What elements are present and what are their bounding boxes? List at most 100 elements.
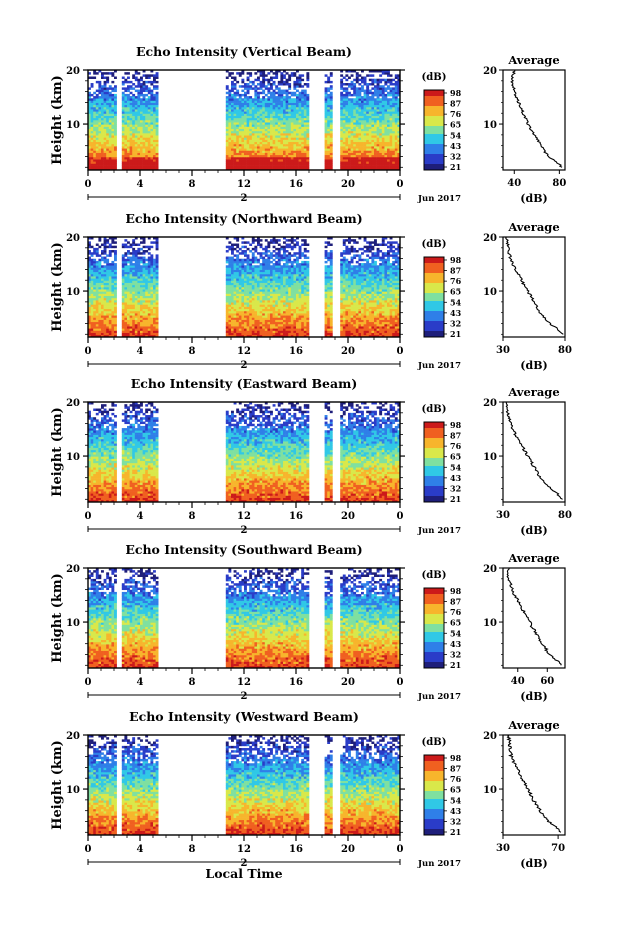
heatmap-cell <box>353 120 356 122</box>
heatmap-cell <box>101 144 104 146</box>
heatmap-cell <box>135 133 138 135</box>
heatmap-cell <box>156 113 159 115</box>
heatmap-cell <box>369 142 372 144</box>
heatmap-cell <box>330 122 333 124</box>
heatmap-cell <box>304 140 307 142</box>
heatmap-cell <box>96 157 99 159</box>
heatmap-cell <box>241 135 244 137</box>
heatmap-cell <box>114 135 117 137</box>
heatmap-cell <box>366 107 369 109</box>
heatmap-cell <box>358 129 361 131</box>
heatmap-cell <box>330 159 333 161</box>
heatmap-cell <box>278 166 281 168</box>
heatmap-cell <box>236 127 239 129</box>
heatmap-cell <box>148 148 151 150</box>
heatmap-cell <box>137 90 140 92</box>
heatmap-cell <box>122 157 125 159</box>
heatmap-cell <box>304 157 307 159</box>
heatmap-cell <box>371 87 374 89</box>
heatmap-cell <box>351 122 354 124</box>
heatmap-cell <box>234 140 237 142</box>
heatmap-cell <box>340 142 343 144</box>
heatmap-cell <box>353 100 356 102</box>
heatmap-cell <box>252 133 255 135</box>
heatmap-cell <box>265 131 268 133</box>
heatmap-cell <box>122 150 125 152</box>
heatmap-cell <box>353 105 356 107</box>
heatmap-cell <box>345 87 348 89</box>
heatmap-cell <box>369 137 372 139</box>
heatmap-cell <box>353 92 356 94</box>
heatmap-cell <box>156 157 159 159</box>
heatmap-cell <box>239 103 242 105</box>
heatmap-cell <box>348 161 351 163</box>
heatmap-cell <box>257 150 260 152</box>
heatmap-cell <box>374 103 377 105</box>
heatmap-cell <box>236 116 239 118</box>
heatmap-cell <box>252 129 255 131</box>
heatmap-cell <box>91 142 94 144</box>
heatmap-cell <box>273 96 276 98</box>
heatmap-cell <box>390 163 393 165</box>
heatmap-cell <box>241 118 244 120</box>
heatmap-cell <box>270 87 273 89</box>
heatmap-cell <box>98 157 101 159</box>
heatmap-cell <box>260 140 263 142</box>
heatmap-cell <box>124 153 127 155</box>
heatmap-cell <box>91 159 94 161</box>
heatmap-cell <box>137 120 140 122</box>
heatmap-cell <box>247 116 250 118</box>
heatmap-cell <box>267 116 270 118</box>
heatmap-cell <box>234 161 237 163</box>
heatmap-cell <box>366 129 369 131</box>
heatmap-cell <box>351 163 354 165</box>
heatmap-cell <box>265 146 268 148</box>
heatmap-cell <box>91 122 94 124</box>
heatmap-cell <box>364 131 367 133</box>
heatmap-cell <box>140 135 143 137</box>
heatmap-cell <box>275 100 278 102</box>
heatmap-cell <box>260 150 263 152</box>
heatmap-cell <box>137 153 140 155</box>
heatmap-cell <box>288 127 291 129</box>
heatmap-cell <box>96 109 99 111</box>
heatmap-cell <box>127 140 130 142</box>
heatmap-cell <box>343 133 346 135</box>
heatmap-cell <box>325 120 328 122</box>
heatmap-cell <box>364 157 367 159</box>
heatmap-cell <box>327 87 330 89</box>
heatmap-cell <box>348 157 351 159</box>
heatmap-cell <box>278 163 281 165</box>
heatmap-cell <box>348 159 351 161</box>
heatmap-cell <box>91 105 94 107</box>
heatmap-cell <box>382 148 385 150</box>
heatmap-cell <box>114 120 117 122</box>
heatmap-cell <box>390 120 393 122</box>
heatmap-cell <box>395 150 398 152</box>
heatmap-cell <box>140 129 143 131</box>
heatmap-cell <box>392 161 395 163</box>
heatmap-cell <box>275 163 278 165</box>
heatmap-cell <box>106 142 109 144</box>
heatmap-cell <box>239 113 242 115</box>
heatmap-cell <box>145 98 148 100</box>
heatmap-cell <box>288 105 291 107</box>
heatmap-cell <box>299 122 302 124</box>
heatmap-cell <box>109 140 112 142</box>
heatmap-cell <box>379 153 382 155</box>
heatmap-cell <box>267 131 270 133</box>
heatmap-cell <box>353 161 356 163</box>
heatmap-cell <box>262 103 265 105</box>
heatmap-cell <box>231 142 234 144</box>
heatmap-cell <box>257 116 260 118</box>
heatmap-cell <box>101 116 104 118</box>
heatmap-cell <box>348 131 351 133</box>
heatmap-cell <box>249 150 252 152</box>
heatmap-cell <box>270 163 273 165</box>
heatmap-cell <box>384 144 387 146</box>
heatmap-cell <box>395 107 398 109</box>
heatmap-cell <box>244 105 247 107</box>
heatmap-cell <box>377 129 380 131</box>
heatmap-cell <box>239 135 242 137</box>
heatmap-cell <box>140 120 143 122</box>
